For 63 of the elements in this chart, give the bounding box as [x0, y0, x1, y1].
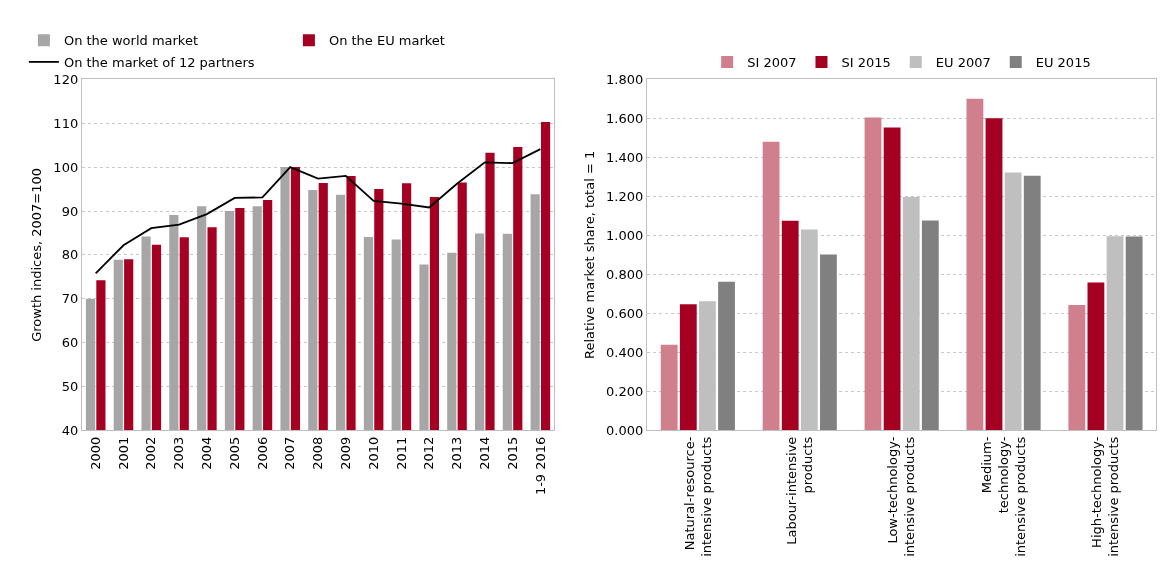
y-tick-label: 100	[53, 159, 79, 175]
y-tick-label: 0.600	[606, 305, 644, 321]
y-tick-label: 1.000	[606, 227, 644, 243]
x-tick-label: 2001	[115, 436, 131, 470]
x-tick-label: 2012	[421, 436, 437, 470]
y-axis-title: Growth indices, 2007=100	[29, 167, 45, 342]
bar	[679, 304, 697, 431]
y-axis-title: Relative market share, total = 1	[582, 150, 598, 360]
legend-label: On the EU market	[328, 33, 445, 49]
y-tick-label: 80	[61, 247, 79, 263]
legend-label: On the market of 12 partners	[63, 54, 255, 70]
line-series	[94, 148, 542, 275]
bar	[985, 118, 1003, 431]
bar	[921, 220, 939, 431]
x-tick-label: Natural-resource- intensive products	[681, 436, 714, 557]
legend-label: EU 2007	[935, 54, 991, 70]
bar	[1125, 236, 1143, 431]
y-tick-label: 1.400	[606, 149, 644, 165]
bar	[820, 254, 837, 431]
legend-label: SI 2007	[747, 54, 797, 70]
x-tick-label: 2011	[393, 436, 409, 470]
legend-label: EU 2015	[1035, 54, 1091, 70]
y-tick-label: 120	[53, 71, 79, 87]
y-tick-label: 110	[53, 115, 79, 131]
x-tick-label: 1-9 2016	[532, 436, 548, 496]
y-tick-label: 0.400	[606, 344, 644, 360]
bar	[660, 344, 678, 431]
x-tick-label: 2007	[282, 436, 298, 470]
x-tick-label: 2014	[477, 436, 492, 470]
legend-label: SI 2015	[841, 54, 891, 70]
x-tick-label: 2010	[365, 436, 381, 470]
y-tick-label: 1.200	[606, 188, 644, 204]
x-tick-label: 2002	[143, 436, 159, 470]
y-tick-label: 0.800	[606, 266, 644, 282]
x-tick-label: 2003	[171, 436, 187, 470]
x-tick-label: 2013	[449, 436, 465, 470]
y-tick-label: 0.000	[606, 423, 644, 439]
bar	[1023, 175, 1041, 431]
bar	[864, 117, 882, 431]
x-tick-label: 2009	[338, 436, 354, 470]
y-tick-label: 0.200	[606, 384, 644, 400]
x-tick-label: 2008	[310, 436, 326, 470]
bar	[1068, 305, 1086, 431]
bar	[762, 141, 780, 431]
y-tick-label: 60	[61, 335, 79, 351]
bar	[1087, 282, 1105, 431]
x-tick-label: Labour-intensive products	[783, 436, 816, 545]
y-tick-label: 90	[61, 203, 79, 219]
y-tick-label: 1.600	[606, 110, 644, 126]
x-tick-label: 2000	[87, 436, 103, 470]
y-tick-label: 1.800	[606, 71, 644, 87]
x-tick-label: 2015	[504, 436, 520, 470]
y-tick-label: 50	[61, 379, 79, 395]
y-tick-label: 40	[61, 423, 79, 439]
legend-label: On the world market	[63, 33, 199, 49]
bar	[781, 220, 799, 431]
x-tick-label: 2006	[254, 436, 270, 470]
bar	[966, 98, 984, 431]
x-tick-label: 2005	[226, 436, 242, 470]
x-tick-label: 2004	[199, 436, 215, 470]
bar	[718, 281, 735, 431]
y-tick-label: 70	[61, 291, 79, 307]
bar	[883, 127, 901, 431]
